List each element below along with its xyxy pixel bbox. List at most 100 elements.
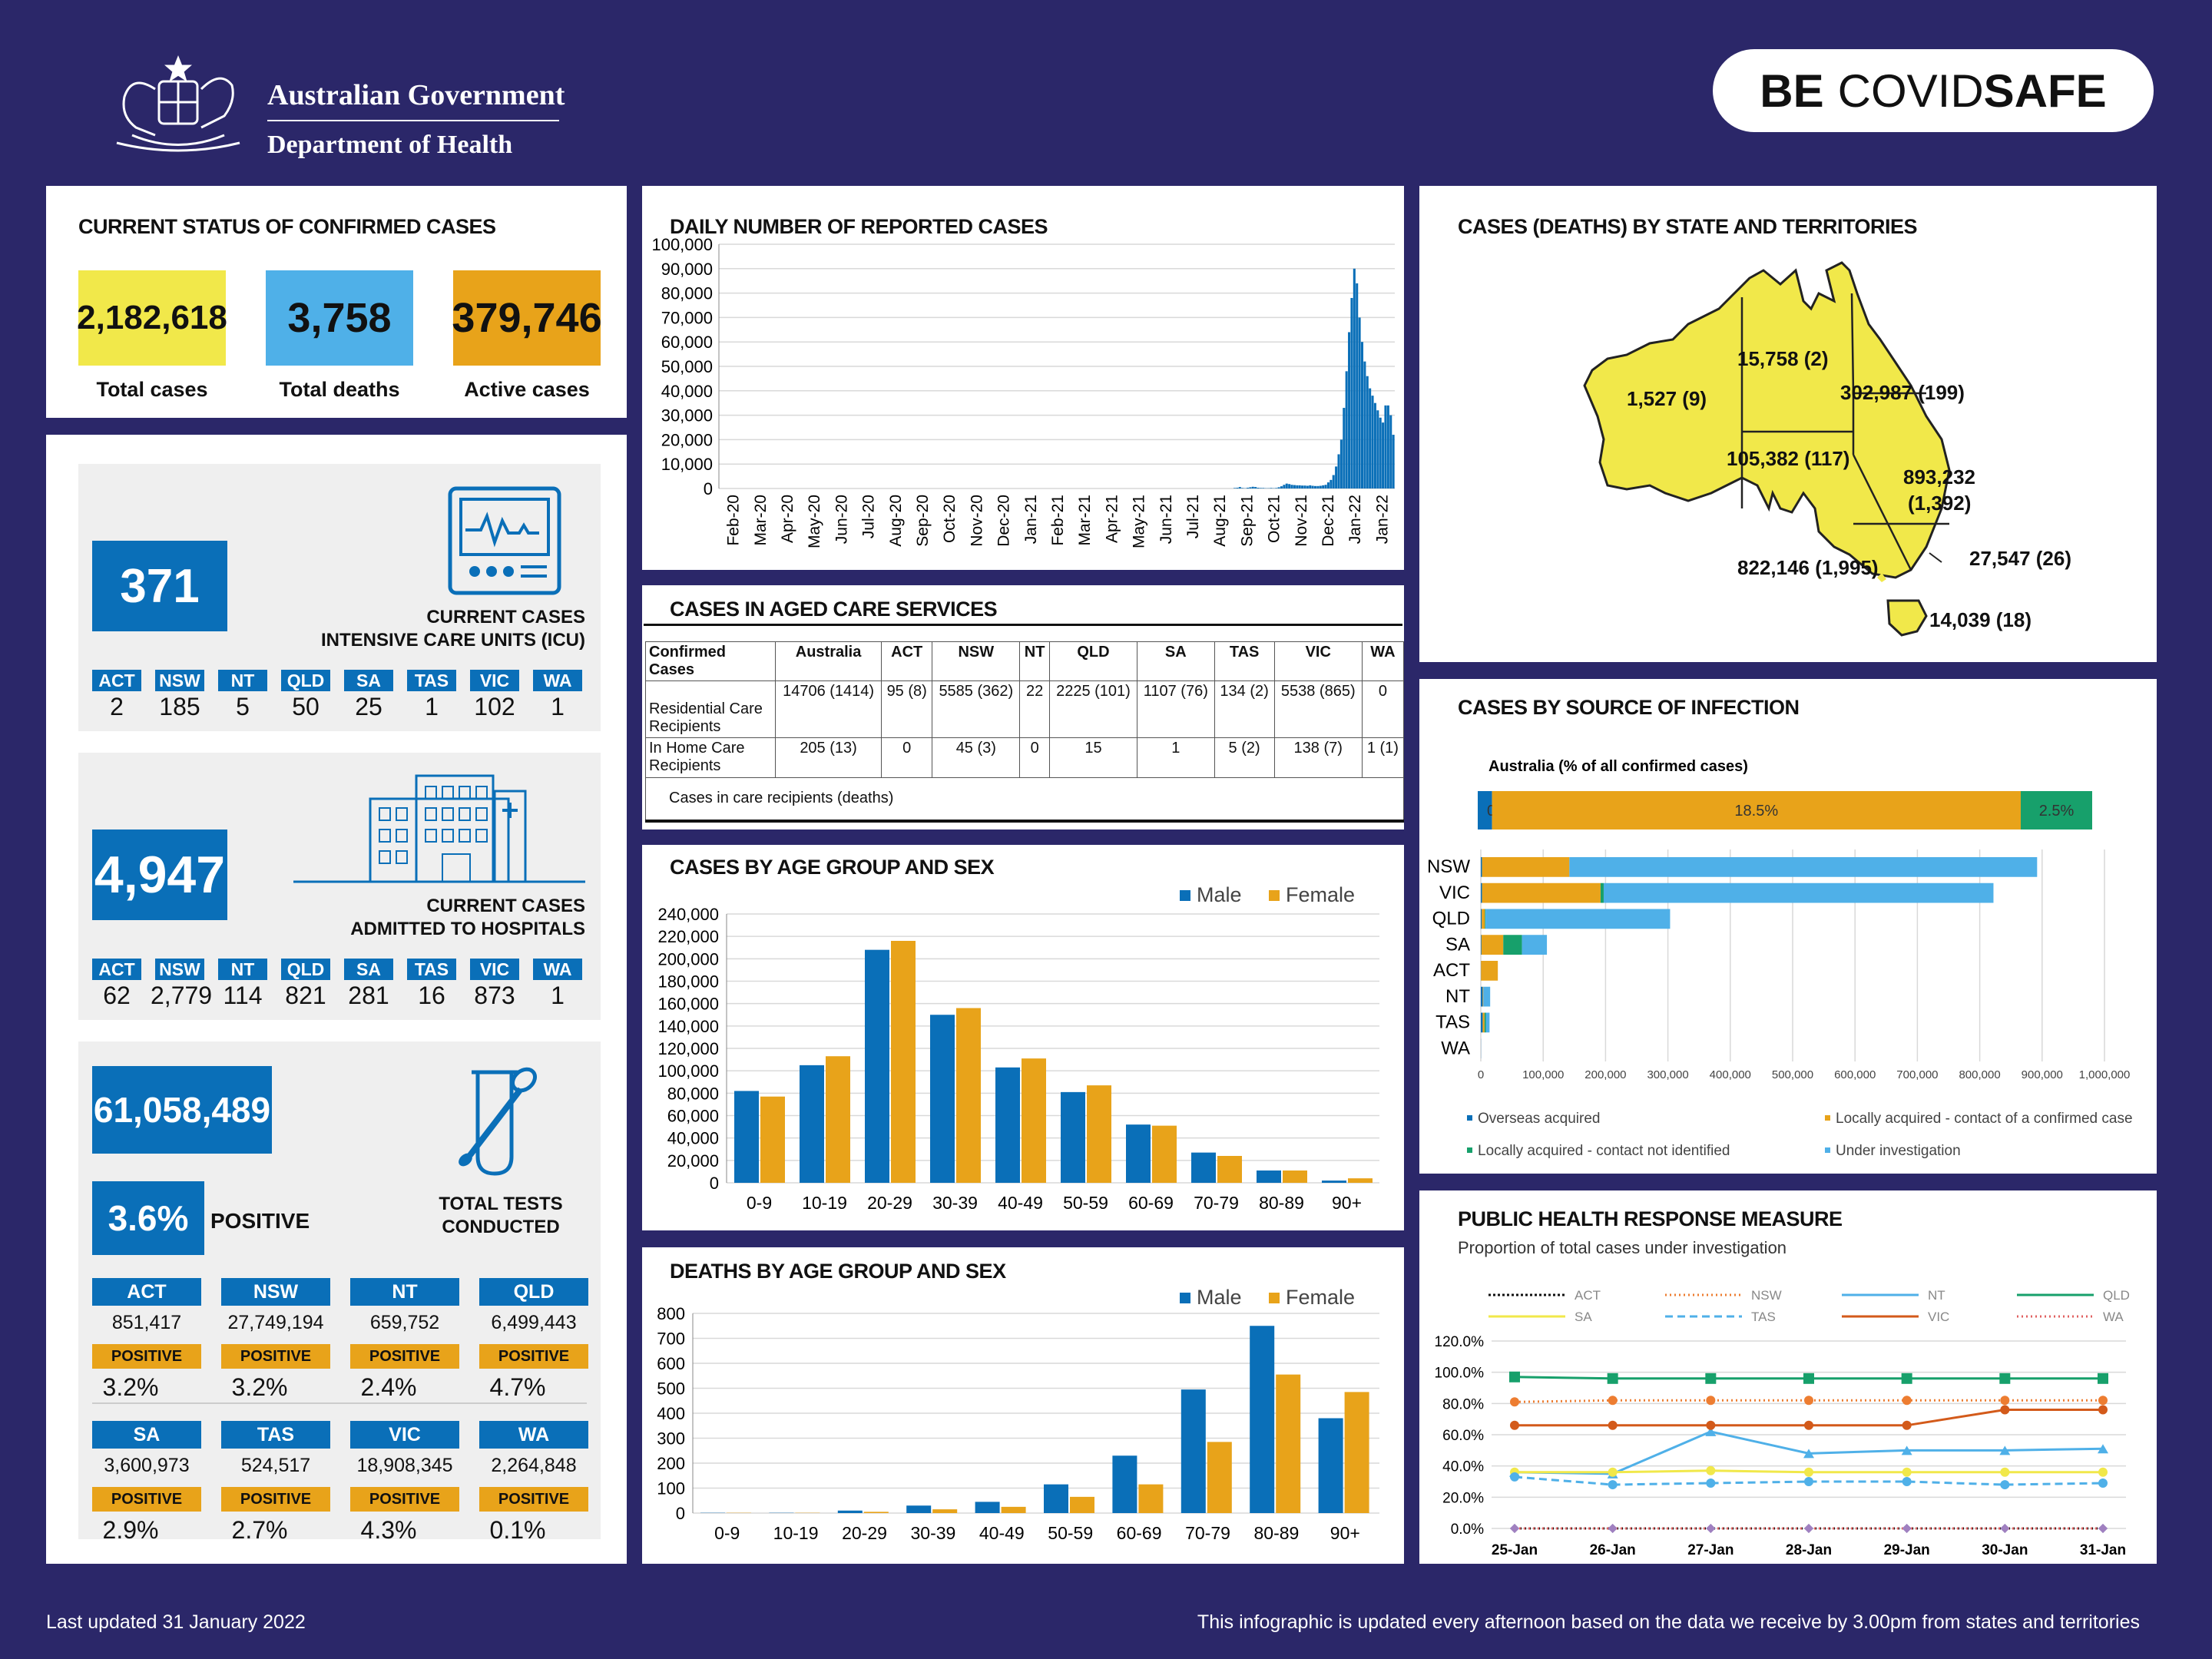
bar-male — [1250, 1326, 1275, 1513]
bar-female — [863, 1512, 889, 1513]
positive-tag: POSITIVE — [479, 1487, 588, 1512]
bar-female — [1207, 1442, 1232, 1513]
source-bar-segment — [1481, 1012, 1483, 1033]
state-value-nt: 114 — [223, 982, 263, 1009]
series-marker — [2000, 1405, 2010, 1415]
y-tick-label: 700 — [657, 1330, 685, 1349]
x-tick-label: 10-19 — [773, 1523, 819, 1543]
legend-swatch — [1825, 1147, 1830, 1153]
bar-male — [1318, 1418, 1343, 1513]
tests-state-count: 2,264,848 — [491, 1455, 577, 1476]
bar-male — [995, 1067, 1020, 1183]
covidsafe-safe: SAFE — [1983, 65, 2107, 117]
x-tick-label: Dec-20 — [995, 495, 1013, 547]
series-marker — [1510, 1397, 1519, 1407]
x-tick-label: Jan-21 — [1022, 495, 1040, 544]
x-tick-label: 80-89 — [1259, 1193, 1304, 1213]
bar-female — [1276, 1374, 1301, 1513]
state-tag-vic: VIC — [470, 959, 519, 980]
map-label-act: 27,547 (26) — [1969, 547, 2071, 570]
series-marker — [1705, 1426, 1717, 1436]
state-value-act: 62 — [103, 982, 131, 1009]
bar-male — [1061, 1091, 1085, 1183]
response-title: PUBLIC HEALTH RESPONSE MEASURE — [1458, 1207, 1843, 1230]
bar-female — [1138, 1484, 1164, 1513]
bar-female — [1152, 1125, 1177, 1183]
x-tick-label: 90+ — [1332, 1193, 1362, 1213]
y-tick-label: 0.0% — [1451, 1522, 1484, 1538]
map-label-tas: 14,039 (18) — [1929, 608, 2032, 631]
state-tag-nsw: NSW — [155, 959, 204, 980]
x-tick-label: 27-Jan — [1687, 1542, 1734, 1558]
series-marker — [1804, 1420, 1813, 1430]
x-tick-label: 1,000,000 — [2079, 1068, 2131, 1081]
tests-section: 61,058,489 3.6% POSITIVE TOTAL TESTS CON… — [78, 1041, 601, 1544]
x-tick-label: 500,000 — [1772, 1068, 1813, 1081]
x-tick-label: 70-79 — [1185, 1523, 1230, 1543]
source-bar-segment — [1485, 1012, 1490, 1033]
legend-swatch — [1825, 1115, 1830, 1121]
aged-care-footnote: Cases in care recipients (deaths) — [645, 777, 1404, 823]
series-marker — [2098, 1405, 2108, 1415]
map-label-sa: 105,382 (117) — [1727, 447, 1850, 470]
daily-bar — [1384, 405, 1387, 488]
source-bar-segment — [1600, 882, 1604, 903]
tests-state-tag-wa: WA — [479, 1421, 588, 1449]
bar-female — [932, 1509, 958, 1513]
y-tick-label: 220,000 — [657, 927, 719, 946]
tests-state-count: 3,600,973 — [104, 1455, 190, 1476]
y-tick-label: 800 — [657, 1304, 685, 1323]
x-tick-label: 70-79 — [1194, 1193, 1239, 1213]
daily-bar — [1301, 485, 1304, 488]
x-tick-label: Apr-21 — [1103, 495, 1121, 543]
legend-swatch — [1467, 1147, 1472, 1153]
tests-state-tag-nsw: NSW — [221, 1278, 330, 1306]
daily-bar — [1373, 402, 1376, 488]
aged-header-cell: NSW — [932, 641, 1021, 681]
table-cell: 95 (8) — [881, 680, 933, 738]
legend-label: Locally acquired - contact of a confirme… — [1836, 1111, 2133, 1127]
x-tick-label: Jan-22 — [1373, 495, 1391, 544]
table-cell: In Home Care Recipients — [645, 737, 776, 778]
state-value-wa: 1 — [551, 693, 565, 720]
legend-label: VIC — [1928, 1310, 1949, 1324]
last-updated: Last updated 31 January 2022 — [46, 1611, 306, 1633]
x-tick-label: Jul-21 — [1184, 495, 1202, 538]
map-land — [1583, 261, 1951, 579]
state-tag-nt: NT — [218, 959, 267, 980]
series-marker — [1510, 1420, 1519, 1430]
daily-bar — [1251, 486, 1254, 488]
coat-of-arms-logo — [101, 51, 255, 158]
map-title: CASES (DEATHS) BY STATE AND TERRITORIES — [1458, 215, 1918, 238]
legend-label: Female — [1286, 883, 1355, 906]
icu-label-1: CURRENT CASES — [426, 607, 585, 628]
bar-male — [1191, 1152, 1216, 1183]
legend-label: Overseas acquired — [1478, 1111, 1600, 1127]
series-marker — [1706, 1396, 1716, 1406]
x-tick-label: 200,000 — [1584, 1068, 1626, 1081]
table-cell: Residential Care Recipients — [645, 680, 776, 738]
active-cases-box: 379,746 — [452, 270, 602, 366]
x-tick-label: Nov-20 — [968, 495, 985, 547]
deaths-age-title: DEATHS BY AGE GROUP AND SEX — [670, 1260, 1006, 1283]
series-marker — [1706, 1465, 1716, 1475]
x-tick-label: 28-Jan — [1786, 1542, 1832, 1558]
positive-pct: 3.6% — [92, 1181, 204, 1255]
australia-pct-label: 18.5% — [1734, 803, 1778, 820]
daily-bar — [1392, 435, 1395, 488]
source-bar-segment — [1482, 882, 1601, 903]
state-tag-sa: SA — [344, 959, 393, 980]
x-tick-label: Sep-20 — [914, 495, 932, 547]
aged-care-table: Confirmed Cases Australia ACT NSW NT QLD… — [645, 641, 1405, 823]
y-tick-label: 100.0% — [1435, 1366, 1485, 1382]
table-cell: 0 — [881, 737, 933, 778]
table-cell: 5 (2) — [1214, 737, 1275, 778]
hospital-icon — [293, 768, 585, 889]
series-marker — [1510, 1524, 1519, 1533]
x-tick-label: 60-69 — [1128, 1193, 1174, 1213]
y-tick-label: 60,000 — [667, 1107, 719, 1126]
bar-male — [1322, 1181, 1346, 1183]
table-cell: 14706 (1414) — [774, 680, 882, 738]
series-marker — [1804, 1396, 1813, 1406]
series-marker — [1902, 1467, 1912, 1477]
